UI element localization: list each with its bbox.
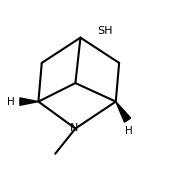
Polygon shape [20,98,38,105]
Polygon shape [116,102,131,122]
Text: SH: SH [97,26,113,36]
Text: H: H [125,126,133,136]
Text: H: H [7,97,15,107]
Text: N: N [70,123,78,133]
